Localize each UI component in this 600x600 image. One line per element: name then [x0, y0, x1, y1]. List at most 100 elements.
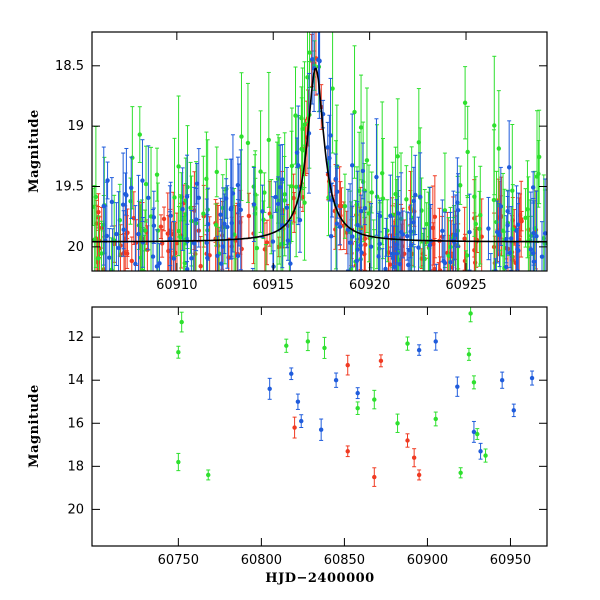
top-red-band-point: [220, 233, 225, 238]
top-blue-band-point: [121, 227, 126, 232]
top-green-band-point: [299, 115, 304, 121]
top-red-band-point: [239, 246, 244, 252]
top-green-band-point: [254, 245, 260, 251]
top-blue-band-point: [107, 255, 112, 260]
top-blue-band-point: [467, 229, 472, 235]
top-green-band-point: [154, 172, 160, 177]
top-green-band-point: [142, 228, 148, 233]
top-green-band-point: [302, 200, 307, 205]
top-red-band-point: [246, 213, 252, 219]
top-blue-band-point: [515, 246, 520, 252]
top-blue-band-point: [390, 256, 396, 261]
top-green-band-point: [464, 253, 470, 258]
top-green-band-point: [500, 228, 506, 233]
top-green-band-point: [342, 204, 348, 209]
top-blue-band-point: [116, 245, 121, 251]
top-blue-band-point: [171, 256, 177, 261]
bottom-green-band-outlier-point: [483, 453, 488, 458]
top-blue-band-point: [498, 204, 504, 209]
top-blue-band-point: [505, 223, 510, 228]
bottom-green-band-outlier-point: [395, 421, 400, 426]
top-blue-band-point: [310, 57, 315, 62]
top-blue-band-point: [411, 220, 416, 225]
top-blue-band-point: [503, 264, 509, 270]
top-blue-band-point: [350, 234, 355, 239]
top-blue-band-point: [413, 192, 418, 198]
top-blue-band-point: [328, 133, 333, 138]
top-red-band-point: [165, 231, 170, 236]
top-blue-band-point: [225, 224, 230, 230]
bottom-green-band-outlier-point: [284, 343, 289, 348]
top-blue-band-point: [235, 253, 241, 259]
x-tick-label: 60920: [349, 278, 390, 293]
top-green-band-point: [293, 184, 299, 190]
top-blue-band-point: [297, 217, 303, 223]
top-blue-band-point: [285, 238, 291, 243]
top-red-band-point: [161, 216, 167, 222]
top-green-band-point: [491, 197, 497, 203]
top-blue-band-point: [417, 194, 423, 200]
top-blue-band-point: [404, 233, 410, 239]
top-blue-band-point: [427, 243, 433, 248]
top-blue-band-point: [238, 207, 243, 213]
top-green-band-point: [262, 190, 267, 195]
top-blue-band-point: [368, 244, 374, 249]
top-blue-band-point: [222, 221, 227, 226]
top-blue-band-point: [528, 247, 534, 252]
top-blue-band-point: [374, 174, 379, 180]
top-green-band-point: [352, 109, 357, 115]
top-red-band-point: [198, 263, 203, 269]
top-green-band-point: [201, 211, 206, 216]
top-red-band-point: [462, 236, 467, 241]
top-green-band-point: [446, 253, 451, 258]
top-blue-band-point: [345, 227, 351, 232]
top-green-band-point: [307, 50, 312, 55]
top-green-band-point: [93, 194, 99, 200]
top-green-band-point: [477, 226, 482, 232]
top-red-band-point: [432, 214, 438, 219]
top-blue-band-point: [383, 266, 388, 271]
top-green-band-point: [404, 197, 409, 202]
top-blue-band-point: [270, 239, 276, 244]
x-tick-label: 60915: [253, 278, 294, 293]
top-green-band-point: [99, 251, 104, 256]
top-blue-band-point: [146, 195, 151, 201]
top-blue-band-point: [191, 241, 197, 246]
top-blue-band-point: [530, 185, 536, 190]
top-green-band-point: [472, 194, 477, 199]
top-green-band-point: [366, 211, 372, 216]
top-green-band-point: [395, 154, 400, 159]
top-green-band-point: [379, 170, 385, 176]
top-red-band-point: [159, 241, 165, 246]
top-green-band-point: [462, 100, 468, 105]
y-tick-label: 18.5: [55, 59, 84, 74]
top-green-band-point: [213, 222, 219, 228]
top-blue-band-point: [400, 232, 406, 237]
bottom-green-band-outlier-point: [475, 431, 480, 437]
top-blue-band-point: [390, 251, 395, 257]
top-blue-band-point: [105, 178, 110, 183]
top-green-band-point: [176, 228, 182, 234]
bottom-green-band-outlier-point: [458, 470, 463, 475]
bottom-green-band-outlier-point: [372, 397, 377, 402]
top-blue-band-point: [284, 205, 290, 210]
top-green-band-point: [239, 134, 244, 139]
top-green-band-point: [266, 137, 272, 143]
top-blue-band-point: [539, 254, 545, 259]
top-blue-band-point: [486, 226, 491, 231]
top-blue-band-point: [215, 253, 220, 259]
top-green-band-point: [245, 140, 251, 146]
top-blue-band-point: [359, 250, 364, 255]
top-green-band-point: [92, 204, 96, 210]
top-blue-band-point: [335, 189, 340, 194]
top-green-band-point: [358, 125, 364, 130]
top-blue-band-point: [151, 223, 157, 228]
top-blue-band-point: [362, 206, 368, 211]
top-blue-band-point: [229, 205, 234, 210]
top-ticks: 60910 60915 60920 60925 18.5 19 19.5 20: [55, 32, 547, 293]
bottom-green-band-outlier-point: [179, 319, 184, 325]
top-blue-band-point: [360, 168, 366, 174]
top-blue-band-point: [185, 266, 190, 271]
top-blue-band-point: [196, 195, 201, 201]
top-green-band-point: [302, 122, 307, 127]
